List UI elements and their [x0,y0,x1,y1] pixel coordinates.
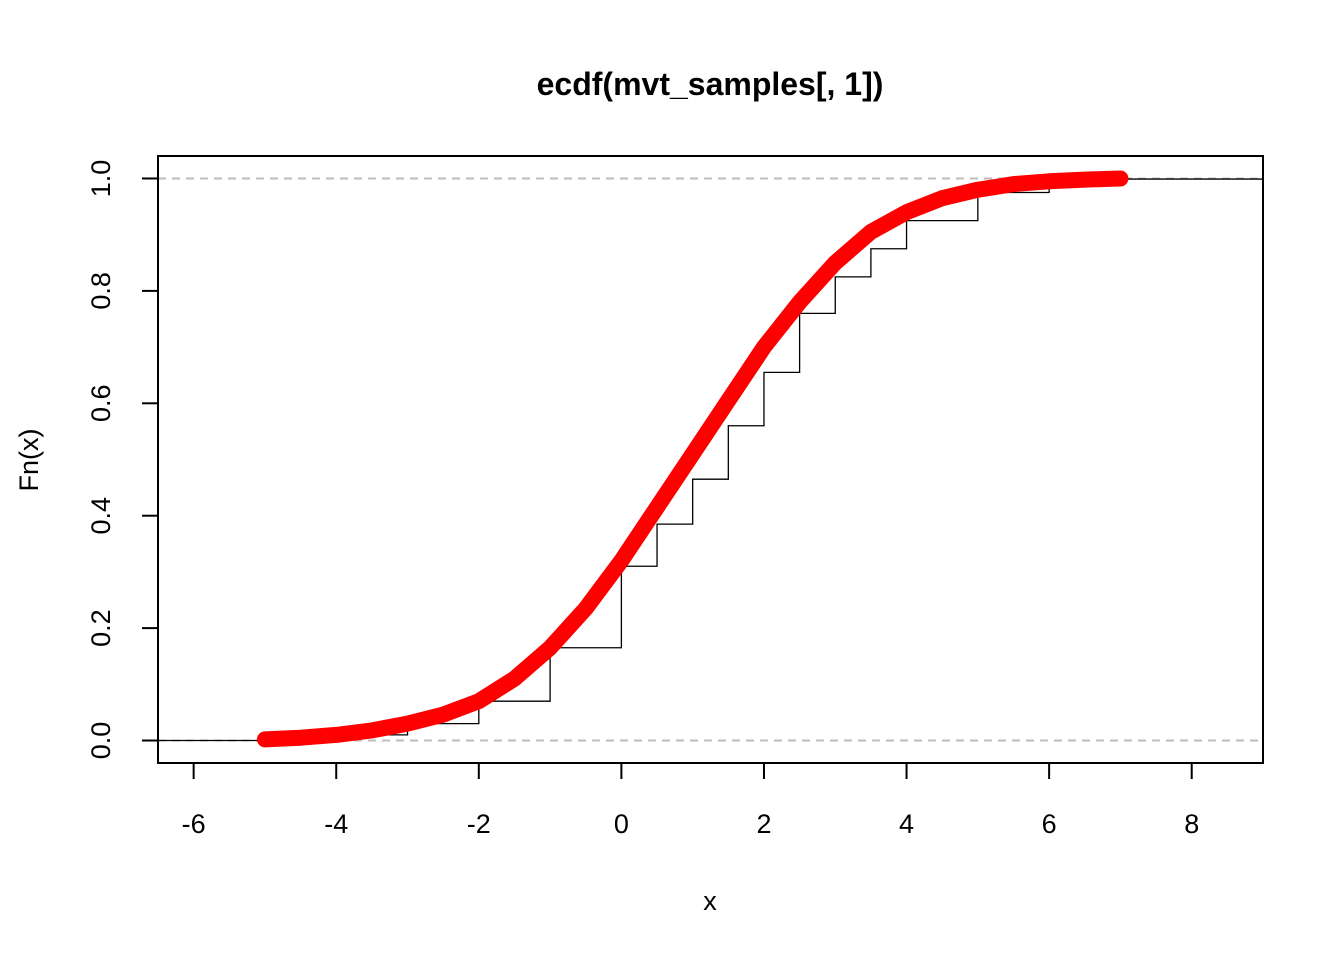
y-axis: 0.0 0.2 0.4 0.6 0.8 1.0 [86,160,159,760]
x-tick-label: -2 [467,809,491,839]
ecdf-step-line [158,178,1264,742]
x-tick-label: -6 [182,809,206,839]
y-tick-label: 0.2 [86,609,116,647]
chart-title: ecdf(mvt_samples[, 1]) [537,66,884,102]
y-tick-label: 0.0 [86,722,116,760]
x-tick-label: 4 [899,809,914,839]
y-tick-label: 0.8 [86,272,116,310]
x-axis-label: x [703,886,717,916]
y-tick-label: 0.4 [86,497,116,535]
plot-area [158,170,1264,748]
y-tick-label: 0.6 [86,385,116,423]
x-tick-label: -4 [324,809,348,839]
x-tick-label: 8 [1184,809,1199,839]
y-tick-label: 1.0 [86,160,116,198]
x-tick-label: 2 [756,809,771,839]
x-tick-label: 6 [1042,809,1057,839]
plot-frame [157,155,1264,764]
y-axis-label: Fn(x) [14,429,44,492]
x-axis: -6 -4 -2 0 2 4 6 8 [182,762,1199,839]
x-tick-label: 0 [614,809,629,839]
theoretical-cdf-line [256,170,1129,748]
